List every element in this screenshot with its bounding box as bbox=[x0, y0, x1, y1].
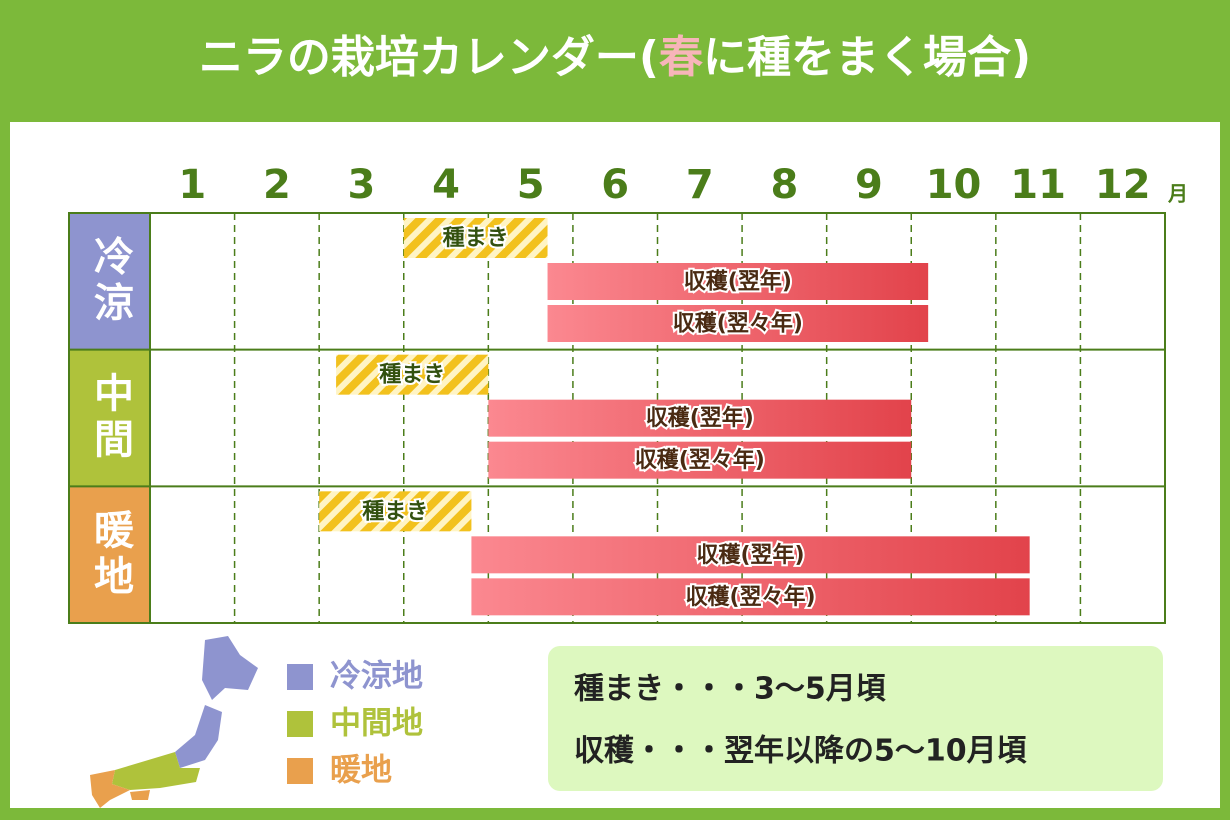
month-label: 8 bbox=[770, 162, 798, 208]
legend-swatch bbox=[287, 758, 313, 784]
month-label: 9 bbox=[855, 162, 883, 208]
harvest-bar bbox=[471, 536, 1030, 574]
month-label: 1 bbox=[178, 162, 206, 208]
month-label: 4 bbox=[432, 162, 460, 208]
harvest-bar bbox=[488, 441, 912, 479]
bar-label: 収穫(翌々年) bbox=[673, 311, 803, 337]
title-highlight: 春 bbox=[659, 32, 703, 83]
region-label: 中間 bbox=[87, 372, 133, 464]
month-label: 10 bbox=[926, 162, 982, 208]
region-label: 暖地 bbox=[87, 509, 134, 601]
note-line: 種まき・・・3～5月頃 bbox=[574, 672, 886, 707]
region-cell bbox=[69, 349, 150, 487]
legend-swatch bbox=[287, 664, 313, 690]
bar-label: 収穫(翌々年) bbox=[635, 447, 765, 473]
table-border bbox=[68, 212, 1166, 624]
title: ニラの栽培カレンダー(春に種をまく場合) bbox=[199, 32, 1031, 83]
region-cell bbox=[69, 213, 150, 350]
bar-label: 収穫(翌年) bbox=[646, 405, 754, 431]
harvest-bar bbox=[547, 263, 929, 300]
harvest-bar bbox=[471, 578, 1030, 616]
sowing-bar bbox=[319, 491, 472, 532]
legend-label: 中間地 bbox=[330, 706, 423, 742]
month-unit: 月 bbox=[1167, 182, 1188, 206]
region-label: 冷涼 bbox=[87, 235, 134, 327]
note-line: 収穫・・・翌年以降の5～10月頃 bbox=[574, 734, 1027, 769]
sowing-bar bbox=[403, 218, 548, 258]
bar-label: 収穫(翌年) bbox=[696, 542, 804, 568]
sowing-bar bbox=[336, 354, 489, 395]
month-label: 6 bbox=[601, 162, 629, 208]
month-label: 12 bbox=[1095, 162, 1151, 208]
title-text: に種をまく場合) bbox=[703, 32, 1031, 83]
month-label: 7 bbox=[686, 162, 714, 208]
bar-label: 種まき bbox=[443, 226, 509, 251]
bar-label: 種まき bbox=[379, 363, 445, 388]
bar-label: 収穫(翌々年) bbox=[685, 584, 815, 610]
bar-label: 収穫(翌年) bbox=[684, 269, 792, 295]
legend-label: 冷涼地 bbox=[330, 659, 423, 695]
legend-label: 暖地 bbox=[330, 753, 392, 789]
legend-swatch bbox=[287, 711, 313, 737]
title-text: ニラの栽培カレンダー( bbox=[199, 32, 659, 83]
month-label: 5 bbox=[517, 162, 545, 208]
harvest-bar bbox=[547, 305, 929, 342]
month-label: 3 bbox=[348, 162, 376, 208]
harvest-bar bbox=[488, 399, 912, 437]
month-label: 11 bbox=[1010, 162, 1066, 208]
japan-map bbox=[90, 636, 258, 808]
month-label: 2 bbox=[263, 162, 291, 208]
region-cell bbox=[69, 486, 150, 623]
bar-label: 種まき bbox=[362, 499, 428, 524]
note-box bbox=[548, 646, 1163, 791]
